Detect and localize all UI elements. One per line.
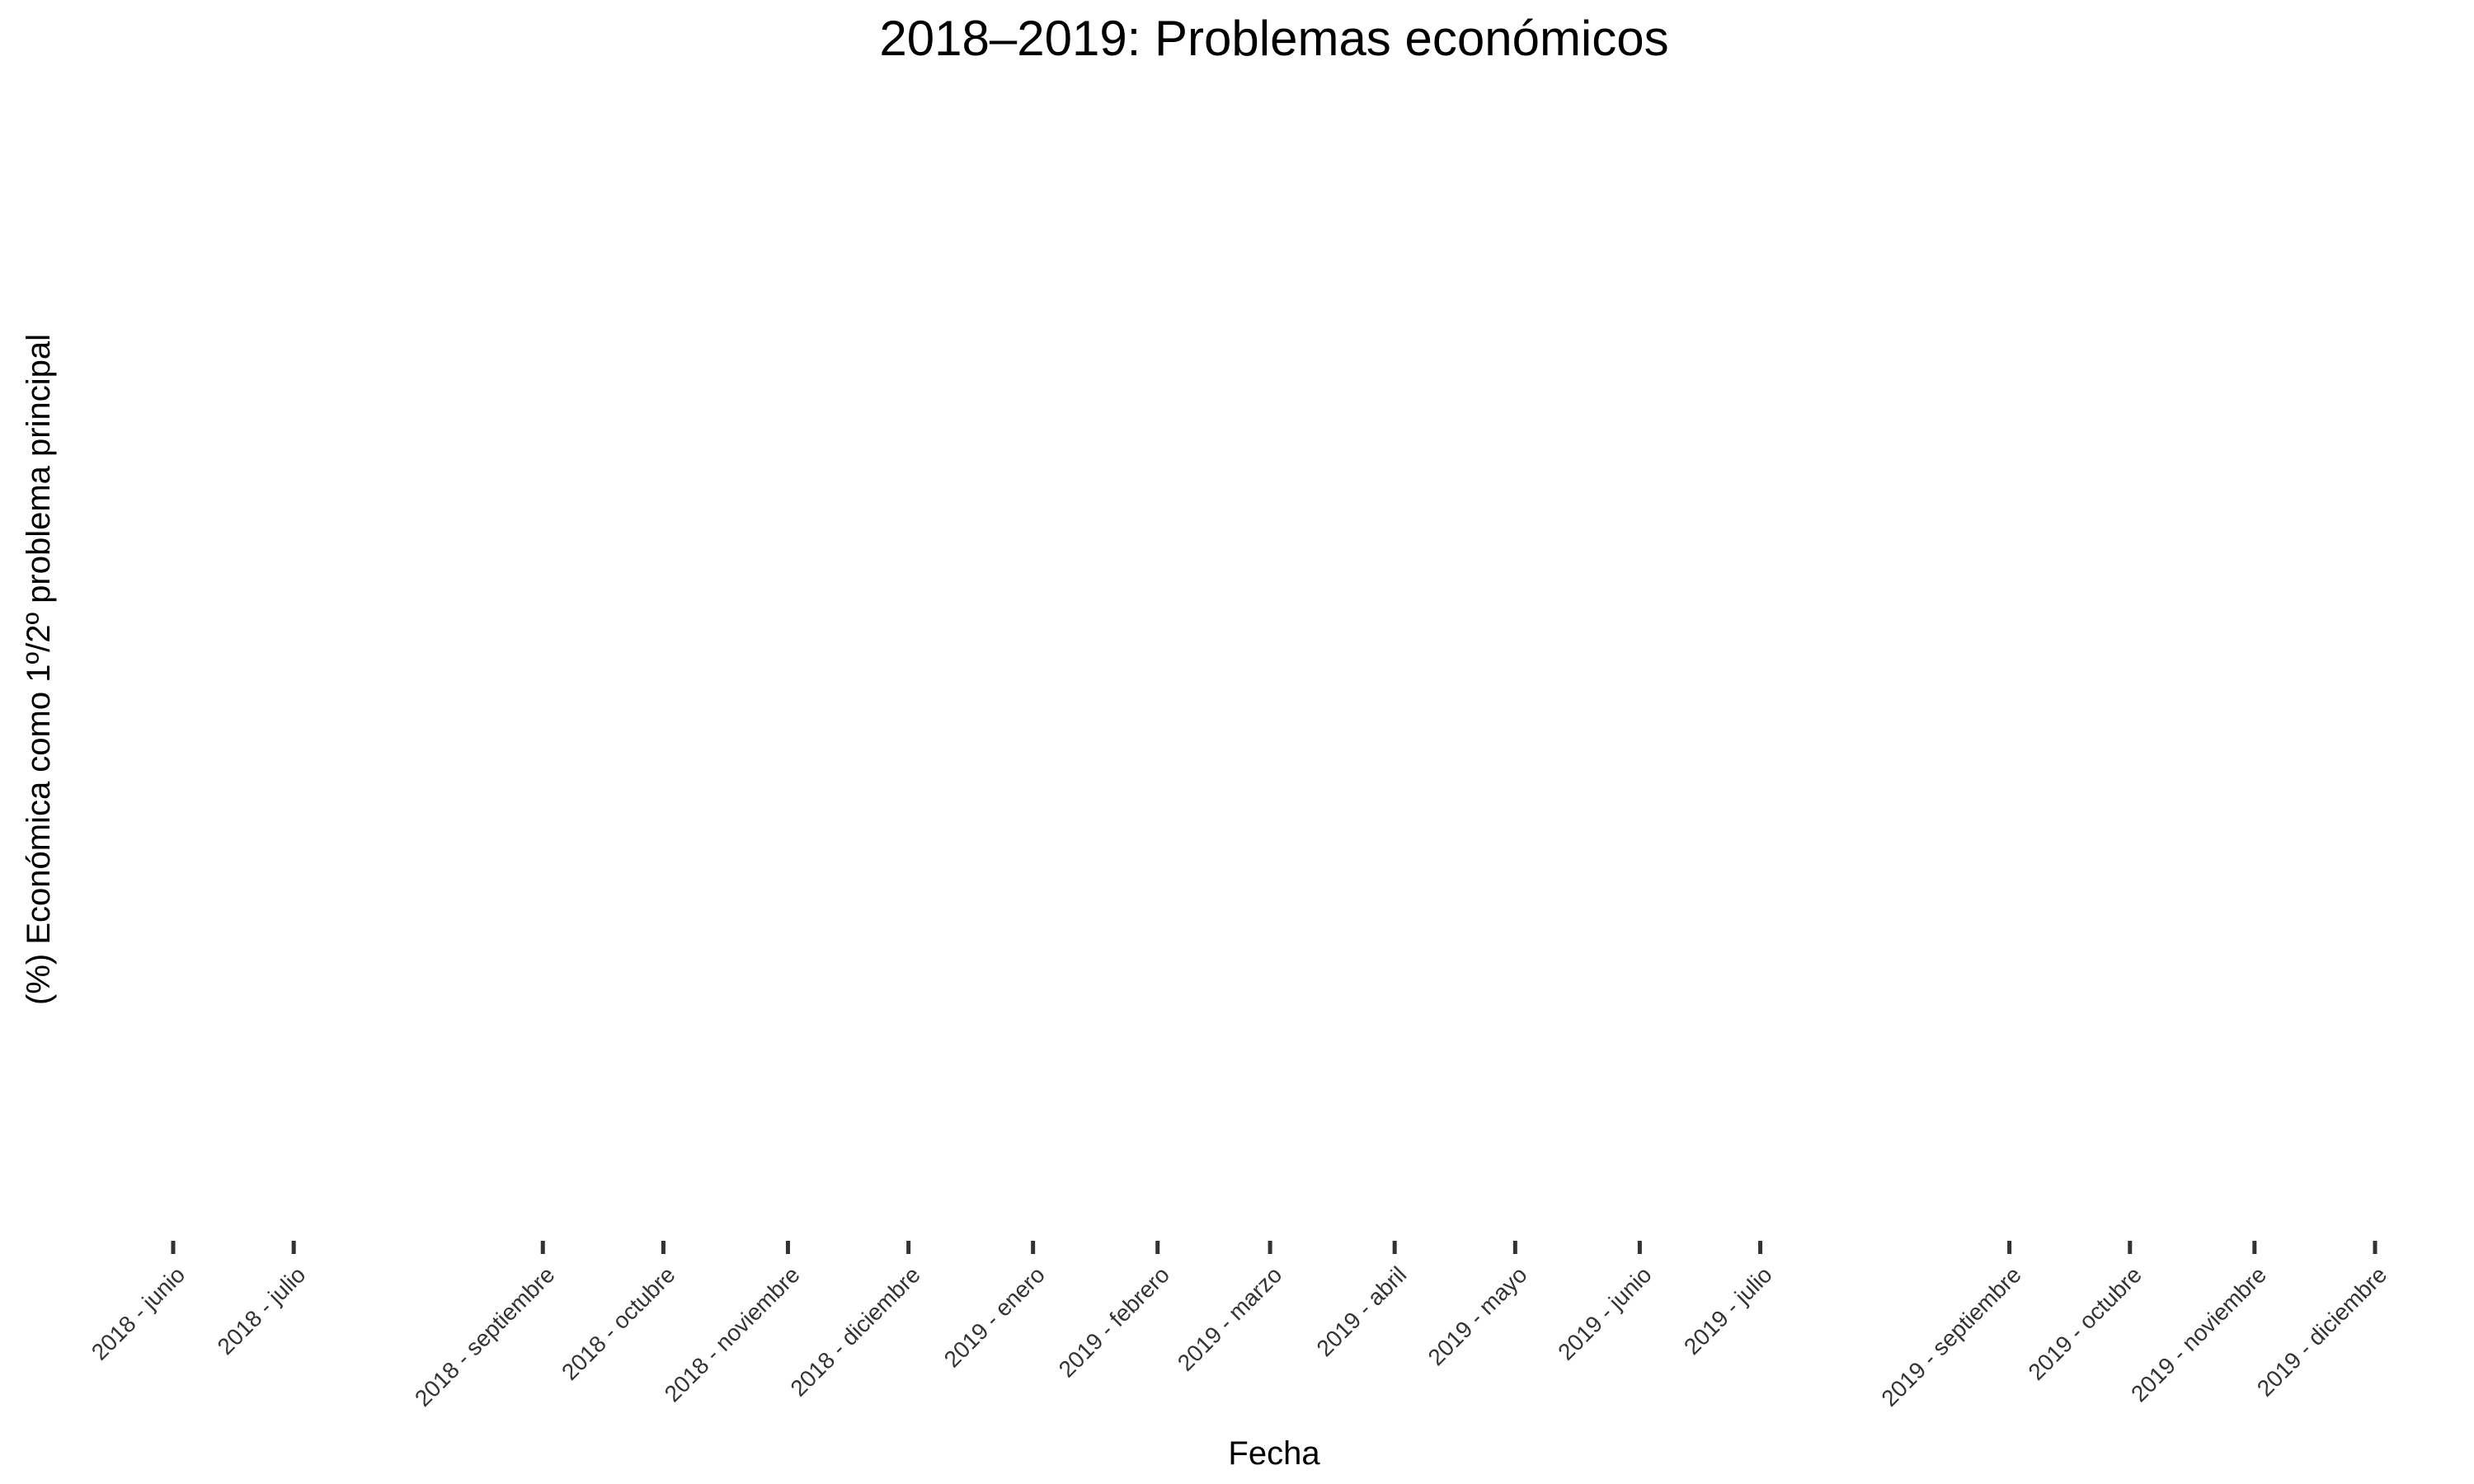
x-tick-label: 2019 - marzo <box>1173 1261 1287 1376</box>
x-tick-label: 2019 - enero <box>939 1261 1050 1372</box>
x-tick-label: 2018 - julio <box>213 1261 311 1360</box>
x-tick-label: 2019 - mayo <box>1423 1261 1532 1370</box>
x-axis: 2018 - junio 2018 - julio 2018 - septiembr… <box>87 1241 2392 1411</box>
x-tick-label: 2019 - julio <box>1679 1261 1777 1360</box>
x-tick-label: 2019 - abril <box>1311 1261 1411 1361</box>
x-tick-label: 2018 - diciembre <box>785 1261 924 1401</box>
x-tick-label: 2019 - junio <box>1553 1261 1656 1364</box>
x-tick-label: 2019 - febrero <box>1054 1261 1174 1382</box>
x-tick-label: 2019 - noviembre <box>2126 1261 2271 1407</box>
x-tick-label: 2019 - septiembre <box>1876 1261 2026 1411</box>
x-tick-label: 2018 - octubre <box>557 1261 680 1385</box>
x-tick-label: 2019 - octubre <box>2023 1261 2147 1385</box>
x-tick-label: 2018 - junio <box>87 1261 190 1364</box>
x-axis-label: Fecha <box>1228 1435 1320 1472</box>
y-axis: (%) Económica como 1º/2º problema princi… <box>21 334 57 1005</box>
x-tick-label: 2018 - noviembre <box>660 1261 805 1407</box>
x-tick-label: 2019 - diciembre <box>2252 1261 2392 1401</box>
y-axis-label: (%) Económica como 1º/2º problema princi… <box>21 334 57 1005</box>
chart-title: 2018–2019: Problemas económicos <box>879 11 1668 66</box>
x-tick-label: 2018 - septiembre <box>410 1261 560 1411</box>
